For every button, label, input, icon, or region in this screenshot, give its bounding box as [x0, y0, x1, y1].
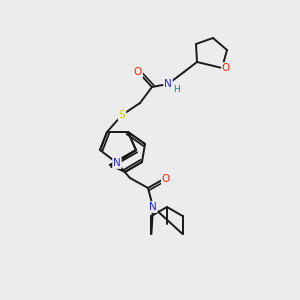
Text: N: N — [164, 79, 172, 89]
Text: S: S — [119, 110, 125, 120]
Text: N: N — [149, 202, 157, 212]
Text: O: O — [162, 174, 170, 184]
Text: N: N — [113, 158, 121, 168]
Text: O: O — [134, 67, 142, 77]
Text: H: H — [172, 85, 179, 94]
Text: O: O — [222, 63, 230, 73]
